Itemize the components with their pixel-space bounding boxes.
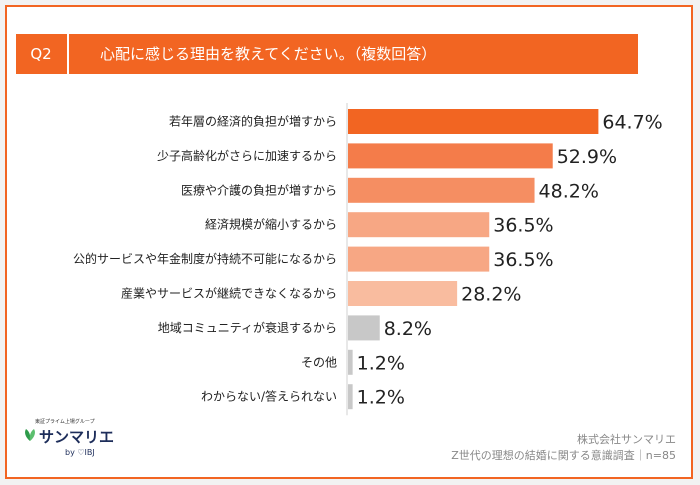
bar	[348, 177, 535, 203]
value-label: 52.9%	[557, 146, 617, 168]
bar	[348, 212, 490, 238]
bar	[348, 281, 458, 306]
bar	[348, 109, 599, 134]
bar	[348, 246, 490, 272]
question-text: 心配に感じる理由を教えてください。（複数回答）	[100, 45, 437, 63]
footer: 株式会社サンマリエ Z世代の理想の結婚に関する意識調査｜n=85	[451, 432, 676, 464]
bar	[348, 349, 353, 375]
leaf-icon	[25, 429, 35, 441]
sunmarie-logo: 東証プライム上場グループ サンマリエ by ♡IBJ	[23, 418, 133, 468]
question-label: Q2	[30, 45, 52, 63]
value-label: 8.2%	[384, 318, 432, 340]
bar	[348, 315, 380, 341]
logo-brand: サンマリエ	[39, 428, 115, 446]
category-label: 若年層の経済的負担が増すから	[169, 114, 337, 129]
logo-tagline: 東証プライム上場グループ	[35, 419, 95, 425]
value-label: 1.2%	[357, 352, 405, 374]
category-label: 医療や介護の負担が増すから	[181, 182, 337, 197]
bar	[348, 143, 553, 169]
category-label: わからない/答えられない	[201, 389, 337, 404]
category-label: 地域コミュニティが衰退するから	[158, 320, 337, 335]
value-label: 1.2%	[357, 387, 405, 409]
category-label: 経済規模が縮小するから	[205, 217, 337, 232]
footer-company: 株式会社サンマリエ	[577, 433, 676, 446]
bar	[348, 384, 353, 410]
category-label: 少子高齢化がさらに加速するから	[157, 148, 337, 163]
footer-survey: Z世代の理想の結婚に関する意識調査｜n=85	[451, 449, 676, 462]
category-label: その他	[301, 355, 337, 369]
value-label: 36.5%	[493, 215, 553, 237]
header-divider	[67, 34, 69, 74]
logo-by-ibj: by ♡IBJ	[65, 448, 95, 457]
category-label: 公的サービスや年金制度が持続不可能になるから	[73, 251, 337, 266]
question-header: Q2 心配に感じる理由を教えてください。（複数回答）	[16, 34, 638, 74]
value-label: 28.2%	[461, 284, 521, 306]
value-label: 64.7%	[602, 112, 662, 134]
value-label: 48.2%	[539, 180, 599, 202]
category-label: 産業やサービスが継続できなくなるから	[121, 286, 337, 301]
value-label: 36.5%	[493, 249, 553, 271]
